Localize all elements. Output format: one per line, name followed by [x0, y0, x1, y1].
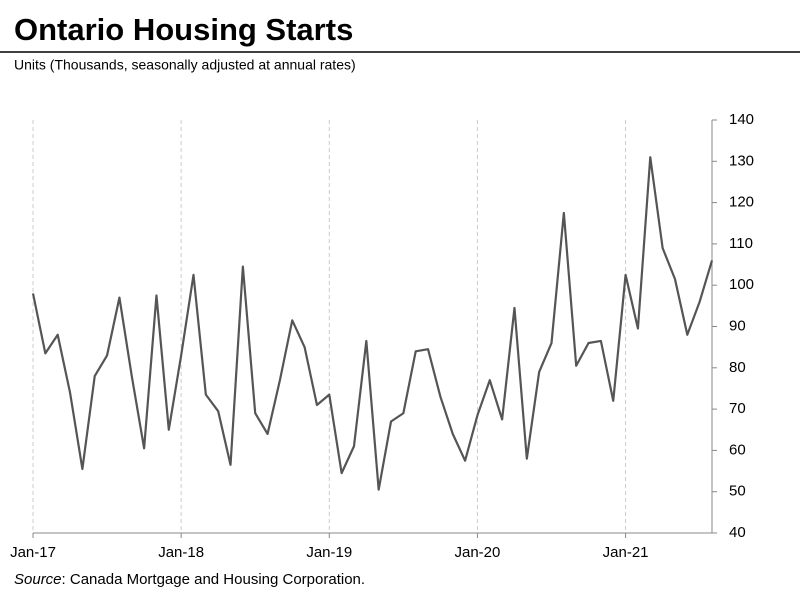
source-text: : Canada Mortgage and Housing Corporatio…	[62, 571, 366, 588]
y-tick-label: 80	[729, 359, 746, 376]
y-tick-label: 120	[729, 194, 754, 211]
y-tick-label: 70	[729, 400, 746, 417]
x-tick-label: Jan-17	[10, 544, 56, 561]
x-tick-label: Jan-19	[306, 544, 352, 561]
y-tick-label: 100	[729, 276, 754, 293]
y-tick-label: 50	[729, 483, 746, 500]
source: Source: Canada Mortgage and Housing Corp…	[14, 571, 365, 588]
y-tick-label: 140	[729, 111, 754, 128]
x-tick-label: Jan-21	[603, 544, 649, 561]
y-tick-label: 40	[729, 524, 746, 541]
y-tick-label: 130	[729, 152, 754, 169]
y-tick-label: 110	[729, 235, 753, 252]
x-tick-label: Jan-20	[454, 544, 500, 561]
y-tick-label: 60	[729, 441, 746, 458]
chart-subtitle: Units (Thousands, seasonally adjusted at…	[14, 57, 356, 73]
line-series	[31, 156, 714, 491]
x-tick-label: Jan-18	[158, 544, 204, 561]
chart-title: Ontario Housing Starts	[14, 12, 353, 47]
source-label: Source	[14, 571, 62, 588]
y-tick-label: 90	[729, 317, 746, 334]
